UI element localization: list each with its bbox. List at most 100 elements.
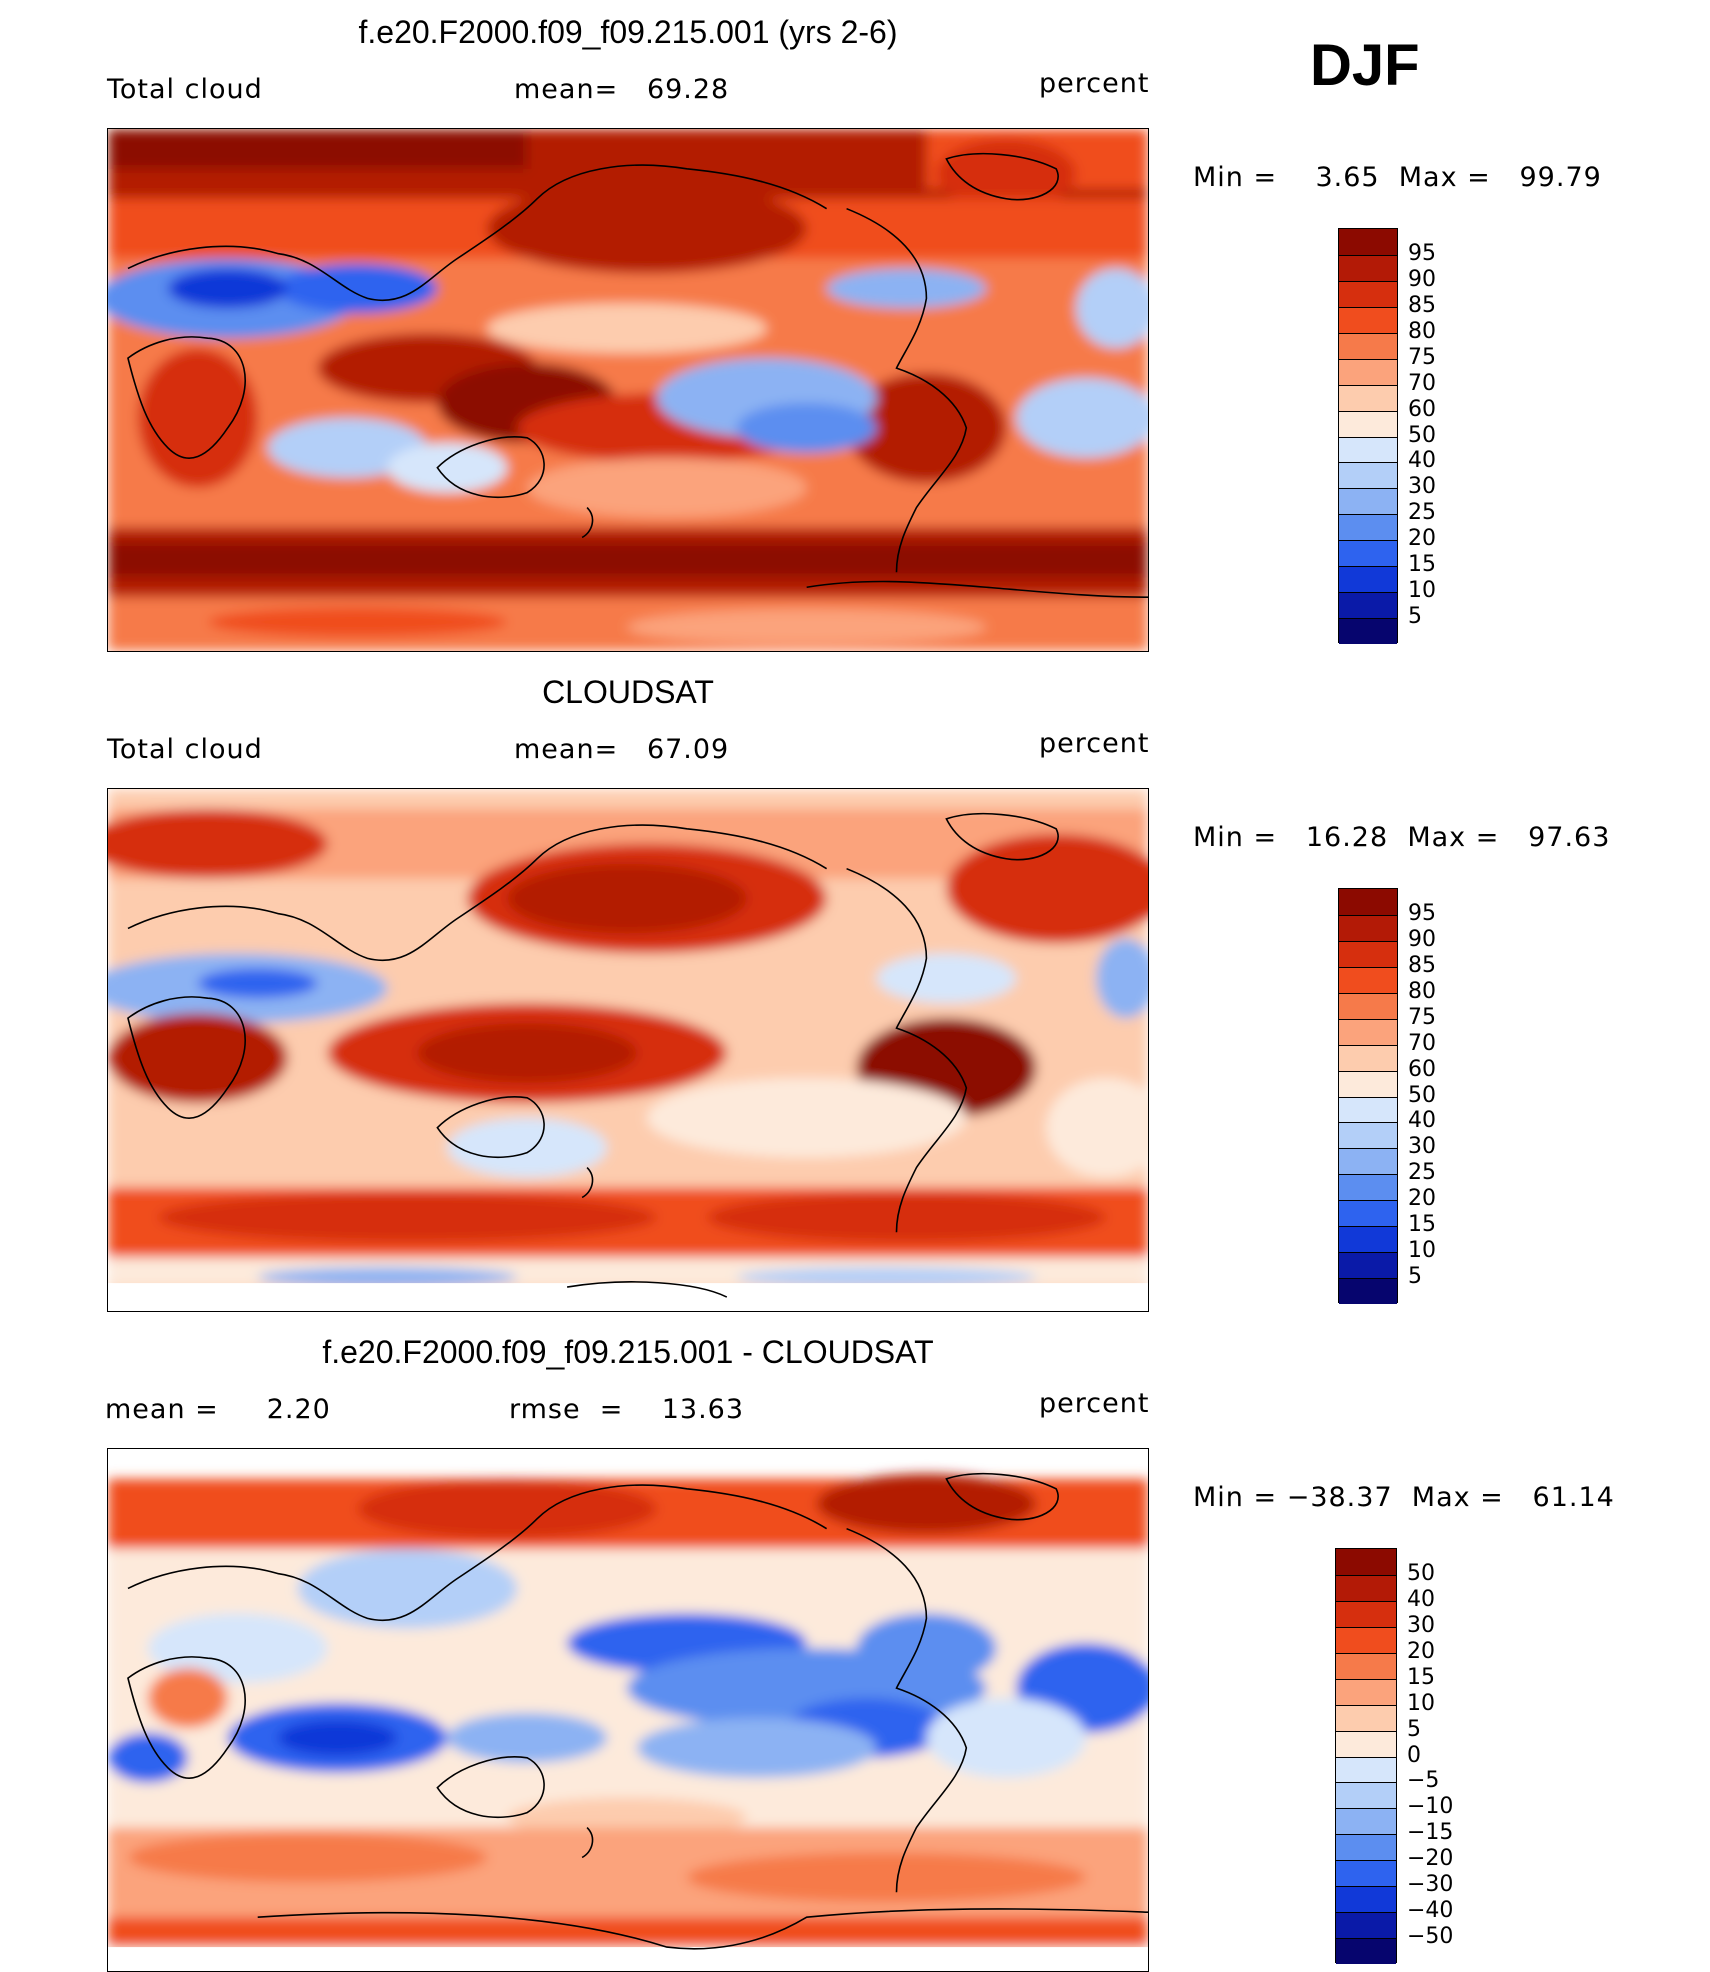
colorbar-tick-label: −15 (1407, 1820, 1454, 1846)
panel1-map (107, 128, 1149, 652)
colorbar-swatch (1336, 1834, 1396, 1861)
colorbar-tick-label: 75 (1408, 1004, 1436, 1030)
colorbar-swatch (1339, 410, 1397, 437)
colorbar-swatch (1339, 1148, 1397, 1175)
colorbar-tick-label: 20 (1408, 1186, 1436, 1212)
panel1-title: f.e20.F2000.f09_f09.215.001 (yrs 2-6) (358, 14, 898, 50)
colorbar-tick-label: 60 (1408, 1056, 1436, 1082)
colorbar-swatch (1339, 514, 1397, 541)
colorbar-swatch (1339, 914, 1397, 941)
colorbar-swatch (1339, 1252, 1397, 1279)
colorbar-swatch (1336, 1626, 1396, 1653)
colorbar-tick-label: 95 (1408, 900, 1436, 926)
colorbar-tick-label: −30 (1407, 1872, 1454, 1898)
colorbar-tick-label: 30 (1408, 474, 1436, 500)
panel3-mean-label: mean = 2.20 (105, 1394, 331, 1425)
colorbar-tick-label: 70 (1408, 1030, 1436, 1056)
panel3-colorbar: 50 40 30 20 15 10 5 0 −5 −10 −15 −20 −30 −40 −50 (1335, 1548, 1453, 1964)
colorbar-swatch (1336, 1912, 1396, 1939)
season-label: DJF (1310, 33, 1420, 98)
colorbar-tick-label: −50 (1407, 1924, 1454, 1950)
panel3-minmax: Min = −38.37 Max = 61.14 (1193, 1482, 1615, 1513)
colorbar-tick-label: 50 (1408, 1082, 1436, 1108)
colorbar-tick-label: −20 (1407, 1846, 1454, 1872)
colorbar-swatch (1339, 358, 1397, 385)
colorbar-tick-label: 30 (1408, 1134, 1436, 1160)
panel2-title: CLOUDSAT (542, 674, 714, 710)
colorbar-swatch (1339, 488, 1397, 515)
colorbar-tick-label: 15 (1408, 1212, 1436, 1238)
colorbar-swatch (1339, 992, 1397, 1019)
colorbar-swatch (1339, 1226, 1397, 1253)
colorbar-swatch (1339, 280, 1397, 307)
colorbar-swatch (1336, 1600, 1396, 1627)
panel2-colorbar: 95 90 85 80 75 70 60 50 40 30 25 20 15 10 5 (1338, 888, 1436, 1304)
colorbar-tick-label: 10 (1408, 1238, 1436, 1264)
colorbar-swatch (1339, 332, 1397, 359)
colorbar-tick-label: 60 (1408, 396, 1436, 422)
panel2-coastlines (127, 812, 1059, 1298)
colorbar-tick-label: 0 (1407, 1742, 1421, 1768)
panel3-map-svg (108, 1449, 1148, 1971)
colorbar-swatch (1336, 1678, 1396, 1705)
colorbar-swatch (1339, 966, 1397, 993)
panel1-coastlines (127, 152, 1148, 599)
colorbar-swatch (1339, 566, 1397, 593)
colorbar-tick-label: 80 (1408, 318, 1436, 344)
colorbar-swatch (1339, 1096, 1397, 1123)
panel3-map (107, 1448, 1149, 1972)
colorbar-swatch (1336, 1730, 1396, 1757)
colorbar-tick-label: 15 (1408, 552, 1436, 578)
colorbar-tick-label: 40 (1408, 448, 1436, 474)
colorbar-tick-label: 50 (1407, 1560, 1435, 1586)
panel3-coastlines (127, 1472, 1148, 1950)
colorbar-tick-label: 20 (1407, 1638, 1435, 1664)
colorbar-swatch (1339, 254, 1397, 281)
colorbar-swatch (1339, 940, 1397, 967)
panel2-map-svg (108, 789, 1148, 1311)
panel1-minmax: Min = 3.65 Max = 99.79 (1193, 162, 1602, 193)
colorbar-swatch (1336, 1860, 1396, 1887)
panel2-mean-label: mean= 67.09 (514, 734, 730, 765)
colorbar-swatch (1336, 1549, 1396, 1575)
panel1-mean-label: mean= 69.28 (514, 74, 730, 105)
colorbar-swatch (1339, 1018, 1397, 1045)
panel1-units-label: percent (1039, 68, 1150, 99)
panel2-map (107, 788, 1149, 1312)
colorbar-swatch (1339, 1174, 1397, 1201)
colorbar-swatch (1336, 1652, 1396, 1679)
colorbar-tick-label: 95 (1408, 240, 1436, 266)
colorbar-swatch (1336, 1938, 1396, 1964)
panel1-colorbar-box (1338, 228, 1398, 644)
colorbar-swatch (1339, 462, 1397, 489)
colorbar-swatch (1339, 1070, 1397, 1097)
colorbar-tick-label: 20 (1408, 526, 1436, 552)
colorbar-tick-label: 50 (1408, 422, 1436, 448)
colorbar-swatch (1339, 229, 1397, 255)
colorbar-swatch (1336, 1704, 1396, 1731)
colorbar-tick-label: 5 (1408, 1264, 1422, 1290)
colorbar-swatch (1336, 1756, 1396, 1783)
colorbar-tick-label: 40 (1407, 1586, 1435, 1612)
colorbar-tick-label: 30 (1407, 1612, 1435, 1638)
colorbar-tick-label: −5 (1407, 1768, 1440, 1794)
colorbar-swatch (1339, 540, 1397, 567)
colorbar-swatch (1339, 384, 1397, 411)
colorbar-swatch (1339, 618, 1397, 644)
colorbar-tick-label: 10 (1408, 578, 1436, 604)
colorbar-tick-label: 5 (1408, 604, 1422, 630)
panel1-colorbar: 95 90 85 80 75 70 60 50 40 30 25 20 15 10 5 (1338, 228, 1436, 644)
colorbar-tick-label: −10 (1407, 1794, 1454, 1820)
colorbar-swatch (1336, 1782, 1396, 1809)
panel2-units-label: percent (1039, 728, 1150, 759)
panel2-minmax: Min = 16.28 Max = 97.63 (1193, 822, 1611, 853)
colorbar-swatch (1339, 1122, 1397, 1149)
colorbar-swatch (1339, 889, 1397, 915)
colorbar-tick-label: 85 (1408, 952, 1436, 978)
panel3-colorbar-box (1335, 1548, 1397, 1964)
colorbar-tick-label: 15 (1407, 1664, 1435, 1690)
colorbar-tick-label: 75 (1408, 344, 1436, 370)
colorbar-tick-label: 90 (1408, 266, 1436, 292)
panel1-variable-label: Total cloud (107, 74, 263, 105)
colorbar-tick-label: 70 (1408, 370, 1436, 396)
